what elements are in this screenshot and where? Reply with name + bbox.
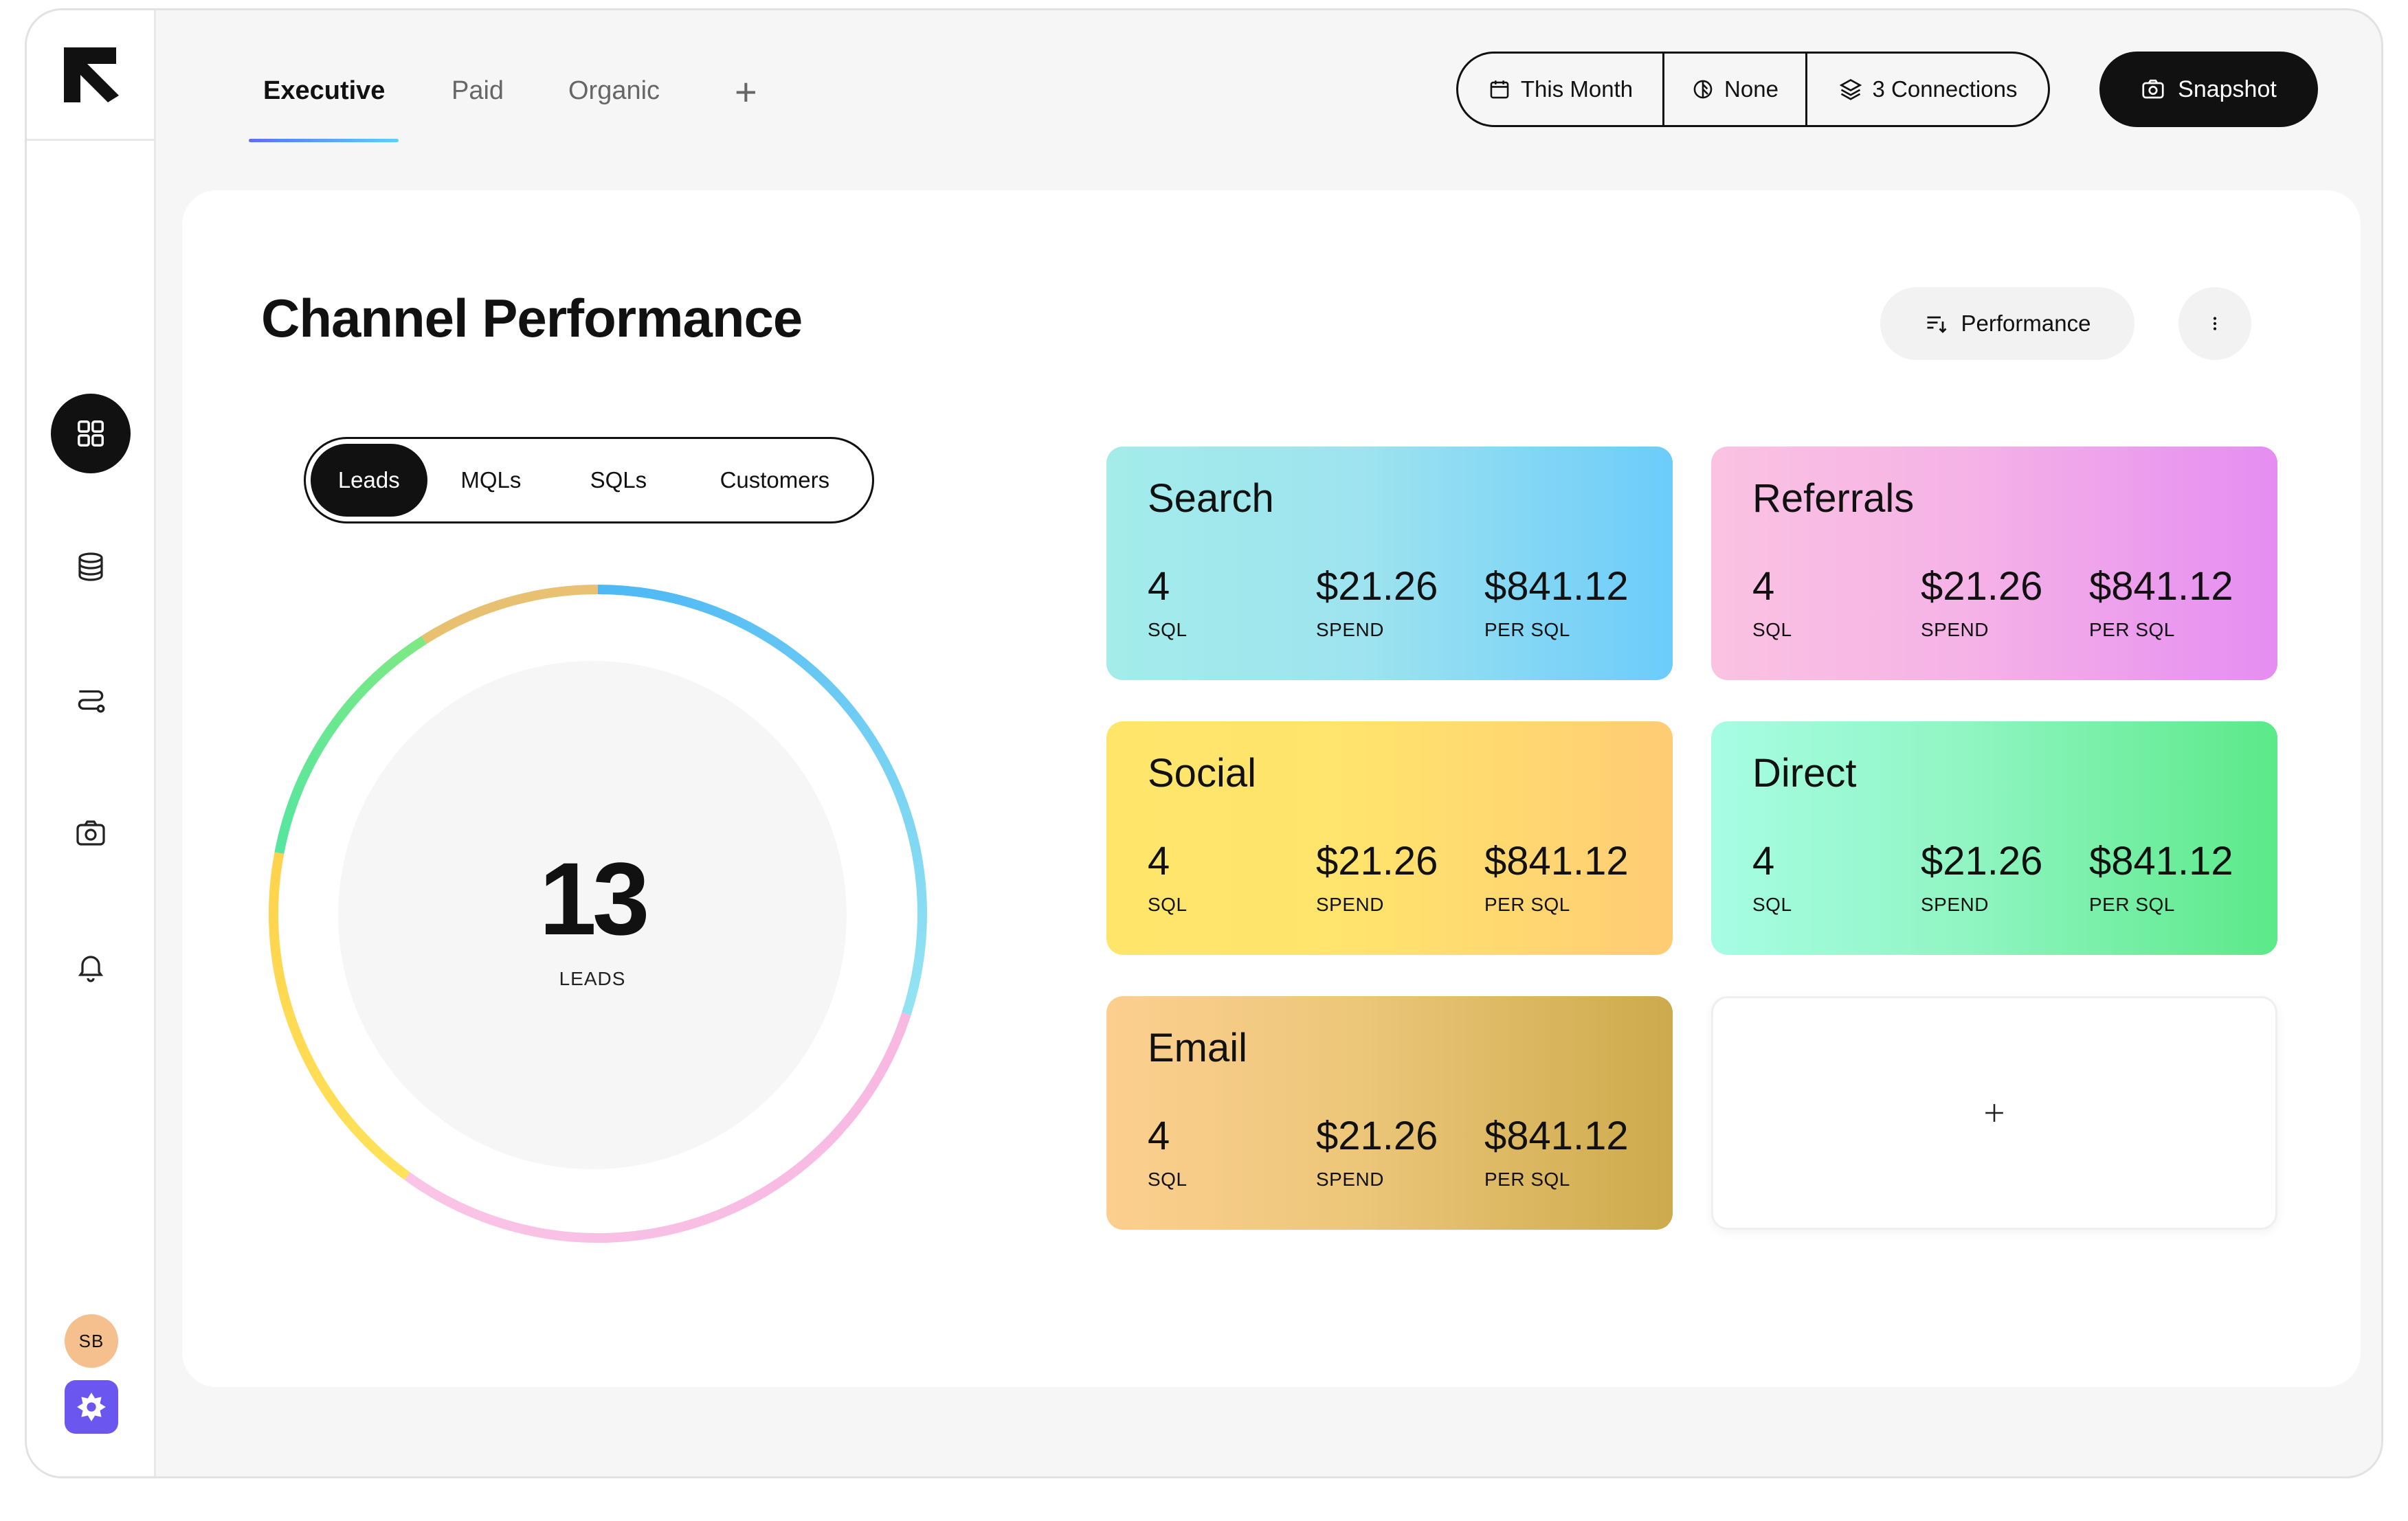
spend-label: SPEND xyxy=(1316,1169,1384,1190)
date-range-label: This Month xyxy=(1520,76,1634,102)
sidebar-item-notifications[interactable] xyxy=(51,927,131,1006)
channel-name: Social xyxy=(1148,751,1256,796)
channel-card-referrals[interactable]: Referrals 4 SQL $21.26 SPEND $841.12 PER SQ… xyxy=(1711,447,2277,680)
channel-name: Search xyxy=(1148,476,1274,521)
layers-icon xyxy=(1839,78,1862,100)
bell-icon xyxy=(78,956,104,982)
sidebar-item-snapshots[interactable] xyxy=(51,793,131,873)
metric-tab-mqls[interactable]: MQLs xyxy=(460,467,522,493)
sql-count: 4 xyxy=(1148,839,1170,883)
active-tab-indicator xyxy=(249,139,399,142)
sql-count: 4 xyxy=(1148,1114,1170,1158)
tab-executive[interactable]: Executive xyxy=(263,76,386,105)
channel-card-email[interactable]: Email 4 SQL $21.26 SPEND $841.12 PER SQL xyxy=(1106,996,1673,1230)
sort-icon xyxy=(1927,316,1946,333)
database-icon xyxy=(78,552,103,581)
donut-segment-direct[interactable] xyxy=(274,635,427,854)
sidebar-item-dashboard[interactable] xyxy=(51,394,131,473)
donut-segment-email[interactable] xyxy=(421,585,599,644)
sql-count-label: SQL xyxy=(1148,619,1188,640)
logo-icon xyxy=(64,47,119,102)
sort-button[interactable]: Performance xyxy=(1880,287,2134,360)
per-sql-label: PER SQL xyxy=(2089,894,2175,915)
channel-donut-chart xyxy=(269,585,927,1243)
per-sql-value: $841.12 xyxy=(1484,839,1629,883)
sidebar-item-data[interactable] xyxy=(51,527,131,607)
donut-segment-social[interactable] xyxy=(269,852,410,1180)
calendar-icon xyxy=(1490,80,1509,99)
grid-icon xyxy=(78,420,104,447)
camera-icon xyxy=(76,820,105,846)
metric-selector: Leads MQLs SQLs Customers xyxy=(304,437,874,523)
spend-label: SPEND xyxy=(1316,619,1384,640)
donut-center: 13 LEADS xyxy=(338,661,847,1169)
channel-card-search[interactable]: Search 4 SQL $21.26 SPEND $841.12 PER SQL xyxy=(1106,447,1673,680)
spend-label: SPEND xyxy=(1921,619,1989,640)
sql-count-label: SQL xyxy=(1752,619,1792,640)
logo[interactable] xyxy=(27,10,156,141)
per-sql-value: $841.12 xyxy=(2089,839,2233,883)
spend-value: $21.26 xyxy=(1316,564,1438,609)
add-tab-button[interactable]: + xyxy=(735,70,757,113)
panel-title: Channel Performance xyxy=(261,288,803,348)
spend-value: $21.26 xyxy=(1316,1114,1438,1158)
per-sql-label: PER SQL xyxy=(1484,619,1570,640)
metric-tab-sqls[interactable]: SQLs xyxy=(590,467,647,493)
sql-count: 4 xyxy=(1752,839,1775,883)
per-sql-label: PER SQL xyxy=(1484,894,1570,915)
sql-count-label: SQL xyxy=(1752,894,1792,915)
channel-name: Direct xyxy=(1752,751,1857,796)
sql-count: 4 xyxy=(1148,564,1170,609)
tab-organic[interactable]: Organic xyxy=(568,76,660,105)
spend-value: $21.26 xyxy=(1921,564,2043,609)
per-sql-value: $841.12 xyxy=(1484,1114,1629,1158)
add-channel-button[interactable] xyxy=(1711,996,2277,1230)
spend-label: SPEND xyxy=(1921,894,1989,915)
snapshot-label: Snapshot xyxy=(2178,76,2277,102)
avatar[interactable]: SB xyxy=(65,1314,118,1368)
metric-tab-leads[interactable]: Leads xyxy=(311,444,427,517)
workspace-switcher[interactable] xyxy=(65,1380,118,1434)
sql-count-label: SQL xyxy=(1148,1169,1188,1190)
filter-bar: This Month None 3 Connections xyxy=(1456,52,2050,127)
sidebar-item-journeys[interactable] xyxy=(51,660,131,740)
total-leads-value: 13 xyxy=(539,841,650,956)
channel-name: Email xyxy=(1148,1026,1248,1070)
per-sql-label: PER SQL xyxy=(1484,1169,1570,1190)
workspace-icon xyxy=(77,1393,106,1421)
camera-icon xyxy=(2142,79,2164,99)
metric-tab-customers[interactable]: Customers xyxy=(720,467,830,493)
spend-value: $21.26 xyxy=(1921,839,2043,883)
date-range-button[interactable]: This Month xyxy=(1458,54,1664,125)
sort-label: Performance xyxy=(1961,311,2091,336)
route-icon xyxy=(78,690,105,713)
total-leads-label: LEADS xyxy=(559,968,626,989)
donut-segment-search[interactable] xyxy=(597,585,927,1016)
sql-count: 4 xyxy=(1752,564,1775,609)
sql-count-label: SQL xyxy=(1148,894,1188,915)
connections-button[interactable]: 3 Connections xyxy=(1807,54,2048,125)
per-sql-label: PER SQL xyxy=(2089,619,2175,640)
donut-segment-referrals[interactable] xyxy=(404,1012,911,1243)
per-sql-value: $841.12 xyxy=(1484,564,1629,609)
connections-label: 3 Connections xyxy=(1872,76,2018,102)
sidebar: SB xyxy=(27,10,156,1476)
per-sql-value: $841.12 xyxy=(2089,564,2233,609)
plus-icon xyxy=(1985,1104,2003,1122)
snapshot-button[interactable]: Snapshot xyxy=(2099,52,2318,127)
spend-value: $21.26 xyxy=(1316,839,1438,883)
more-options-button[interactable] xyxy=(2178,287,2251,360)
comparison-label: None xyxy=(1724,76,1779,102)
channel-name: Referrals xyxy=(1752,476,1915,521)
tab-paid[interactable]: Paid xyxy=(452,76,504,105)
contrast-icon xyxy=(1693,80,1713,99)
channel-card-social[interactable]: Social 4 SQL $21.26 SPEND $841.12 PER SQL xyxy=(1106,721,1673,955)
avatar-initials: SB xyxy=(78,1330,104,1351)
comparison-button[interactable]: None xyxy=(1664,54,1807,125)
more-vertical-icon xyxy=(2213,317,2217,330)
spend-label: SPEND xyxy=(1316,894,1384,915)
channel-card-direct[interactable]: Direct 4 SQL $21.26 SPEND $841.12 PER SQL xyxy=(1711,721,2277,955)
